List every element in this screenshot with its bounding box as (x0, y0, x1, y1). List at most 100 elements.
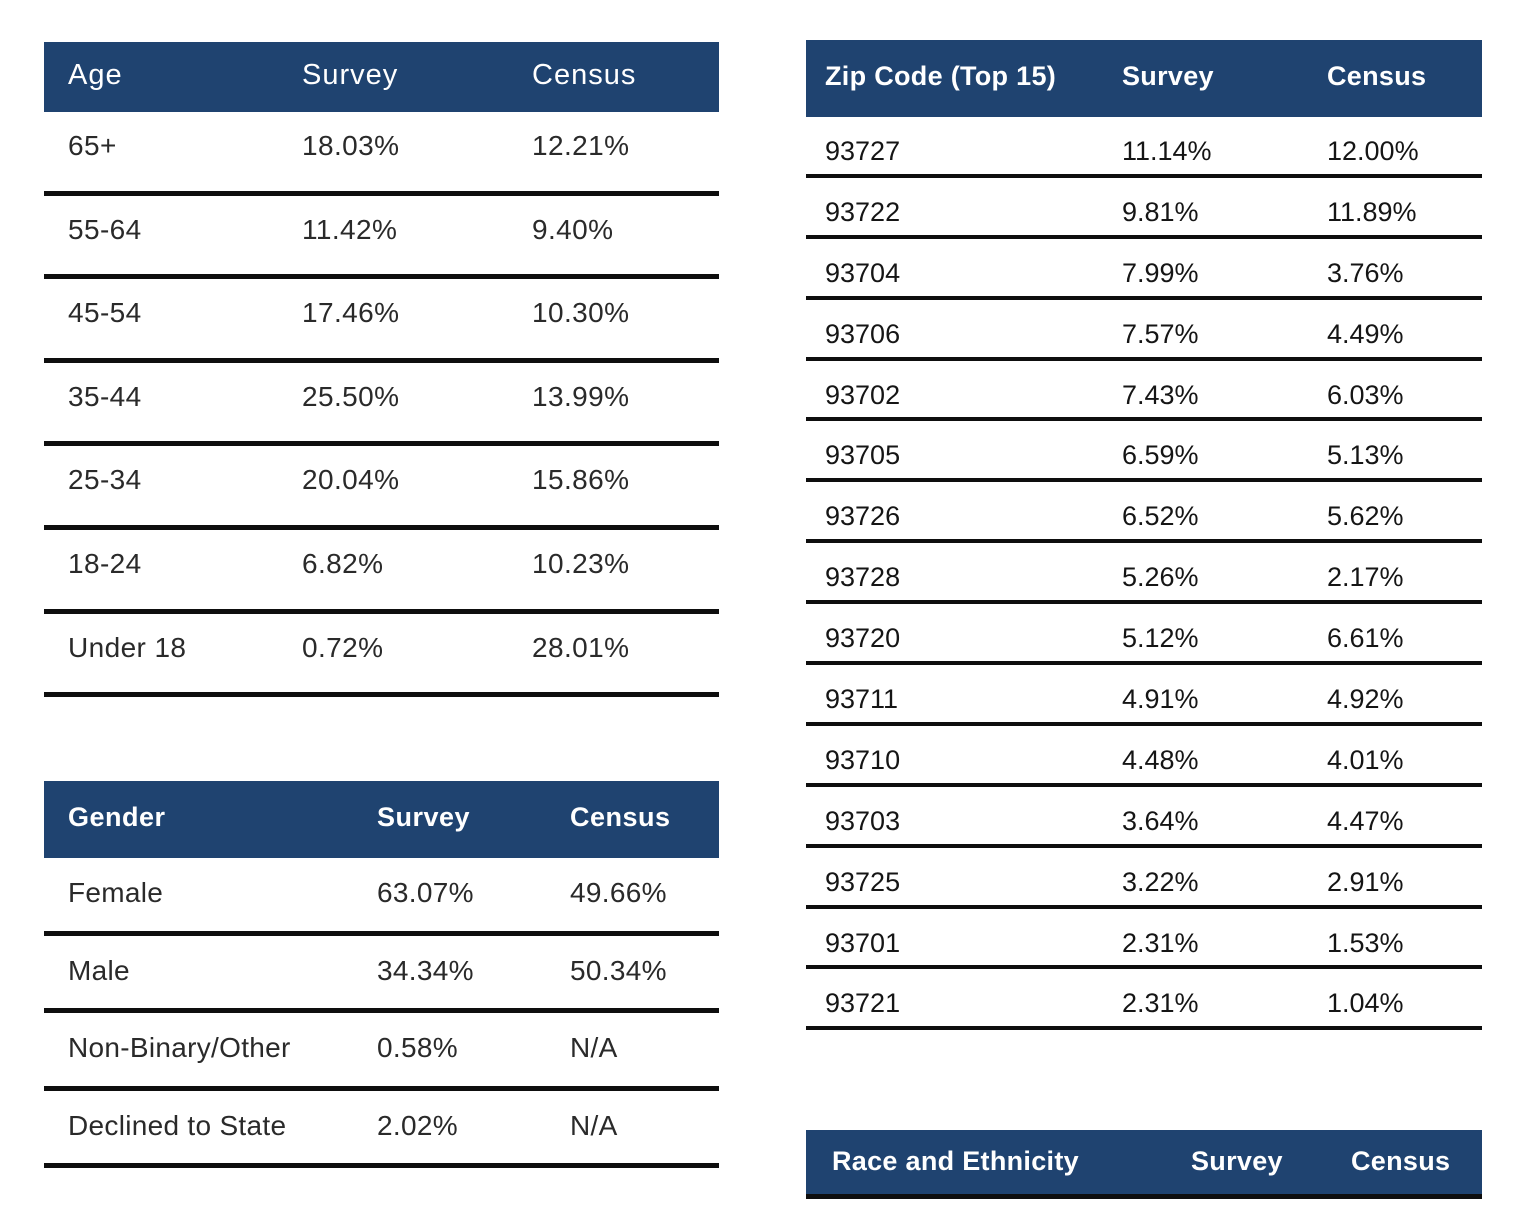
header-cell-census: Census (570, 802, 671, 832)
row-value: 4.91% (1122, 684, 1199, 715)
header-cell-survey: Survey (377, 802, 471, 832)
row-value: 0.58% (377, 1032, 458, 1063)
table-row: Non-Binary/Other 0.58% N/A (44, 1013, 719, 1091)
age-table-header: Age Survey Census (44, 42, 719, 112)
row-label: 93705 (825, 440, 901, 471)
header-cell-survey: Survey (1191, 1145, 1283, 1176)
row-value: 6.03% (1327, 379, 1404, 410)
row-value: 7.99% (1122, 257, 1199, 288)
table-row: 93704 7.99% 3.76% (806, 239, 1482, 300)
table-row: 93710 4.48% 4.01% (806, 726, 1482, 787)
row-value: 12.00% (1327, 136, 1419, 166)
row-label: 35-44 (68, 380, 142, 412)
row-value: 2.17% (1327, 562, 1404, 593)
row-value: 28.01% (532, 631, 630, 663)
row-value: 4.92% (1327, 684, 1404, 715)
row-value: 4.47% (1327, 805, 1404, 836)
row-value: 4.01% (1327, 744, 1404, 775)
table-row: 93728 5.26% 2.17% (806, 543, 1482, 605)
row-value: 49.66% (570, 877, 667, 908)
row-value: 2.31% (1122, 927, 1199, 958)
row-label: 18-24 (68, 547, 142, 579)
row-value: 11.89% (1327, 196, 1417, 227)
row-value: 5.12% (1122, 623, 1199, 654)
row-value: 6.59% (1122, 440, 1199, 471)
row-value: 5.26% (1122, 562, 1199, 593)
row-label: 93722 (825, 196, 901, 227)
row-label: 65+ (68, 130, 117, 161)
header-cell-survey: Survey (302, 58, 399, 91)
row-value: 20.04% (302, 464, 400, 496)
row-value: 17.46% (302, 297, 400, 329)
table-row: 93701 2.31% 1.53% (806, 909, 1482, 970)
header-cell-survey: Survey (1122, 61, 1214, 91)
row-label: 93704 (825, 257, 901, 288)
row-value: 15.86% (532, 464, 630, 496)
table-row: 55-64 11.42% 9.40% (44, 196, 719, 280)
row-label: 93725 (825, 866, 901, 897)
row-value: 5.13% (1327, 440, 1404, 471)
row-value: 6.61% (1327, 623, 1404, 654)
header-cell-zip-code: Zip Code (Top 15) (825, 61, 1057, 91)
row-label: 93726 (825, 501, 901, 532)
header-cell-race-ethnicity: Race and Ethnicity (832, 1145, 1079, 1176)
row-value: 50.34% (570, 954, 667, 986)
row-value: 3.22% (1122, 866, 1199, 897)
header-cell-census: Census (532, 58, 637, 91)
row-label: 25-34 (68, 464, 142, 496)
row-value: 7.57% (1122, 318, 1199, 349)
row-value: 12.21% (532, 130, 630, 161)
header-cell-census: Census (1351, 1145, 1451, 1176)
table-row: 93711 4.91% 4.92% (806, 665, 1482, 726)
row-value: 11.42% (302, 213, 398, 245)
row-label: 45-54 (68, 297, 142, 329)
table-row: 93705 6.59% 5.13% (806, 421, 1482, 483)
row-value: 4.49% (1327, 318, 1404, 349)
table-row: 93722 9.81% 11.89% (806, 178, 1482, 239)
row-value: 9.81% (1122, 196, 1199, 227)
zip-code-table: Zip Code (Top 15) Survey Census 93727 11.… (806, 40, 1482, 1031)
row-value: 11.14% (1122, 136, 1212, 166)
row-value: 5.62% (1327, 501, 1404, 532)
row-label: Non-Binary/Other (68, 1032, 291, 1063)
row-label: 93701 (825, 927, 901, 958)
row-value: 10.30% (532, 297, 630, 329)
row-label: 93721 (825, 988, 901, 1019)
header-cell-age: Age (68, 58, 123, 91)
row-label: 93703 (825, 805, 901, 836)
row-label: Female (68, 877, 164, 908)
age-table-body: 65+ 18.03% 12.21% 55-64 11.42% 9.40% 45-54 17.4… (44, 112, 719, 698)
age-table: Age Survey Census 65+ 18.03% 12.21% 55-64 11… (44, 42, 719, 698)
row-label: 93728 (825, 562, 901, 593)
row-label: Male (68, 954, 130, 986)
table-row: 93721 2.31% 1.04% (806, 969, 1482, 1031)
row-value: 6.52% (1122, 501, 1199, 532)
row-label: 93720 (825, 623, 901, 654)
table-row: Under 18 0.72% 28.01% (44, 614, 719, 698)
row-value: 25.50% (302, 380, 400, 412)
row-value: 34.34% (377, 954, 474, 986)
row-label: 55-64 (68, 213, 142, 245)
row-label: 93711 (825, 684, 899, 715)
gender-table-body: Female 63.07% 49.66% Male 34.34% 50.34% Non-Bi… (44, 858, 719, 1168)
header-cell-gender: Gender (68, 802, 166, 832)
table-row: 93720 5.12% 6.61% (806, 604, 1482, 666)
gender-table-header: Gender Survey Census (44, 781, 719, 858)
row-label: 93702 (825, 379, 901, 410)
row-value: N/A (570, 1109, 618, 1141)
row-label: Under 18 (68, 631, 187, 663)
table-row: 93703 3.64% 4.47% (806, 787, 1482, 848)
row-value: 63.07% (377, 877, 474, 908)
row-value: 0.72% (302, 631, 384, 663)
row-value: 3.76% (1327, 257, 1404, 288)
row-value: 13.99% (532, 380, 630, 412)
row-value: 7.43% (1122, 379, 1199, 410)
table-row: Male 34.34% 50.34% (44, 936, 719, 1013)
row-value: 3.64% (1122, 805, 1199, 836)
table-row: 45-54 17.46% 10.30% (44, 279, 719, 363)
table-row: Female 63.07% 49.66% (44, 858, 719, 936)
zip-code-table-body: 93727 11.14% 12.00% 93722 9.81% 11.89% 93704 7.… (806, 117, 1482, 1031)
row-value: 18.03% (302, 130, 400, 161)
table-row: 25-34 20.04% 15.86% (44, 446, 719, 530)
